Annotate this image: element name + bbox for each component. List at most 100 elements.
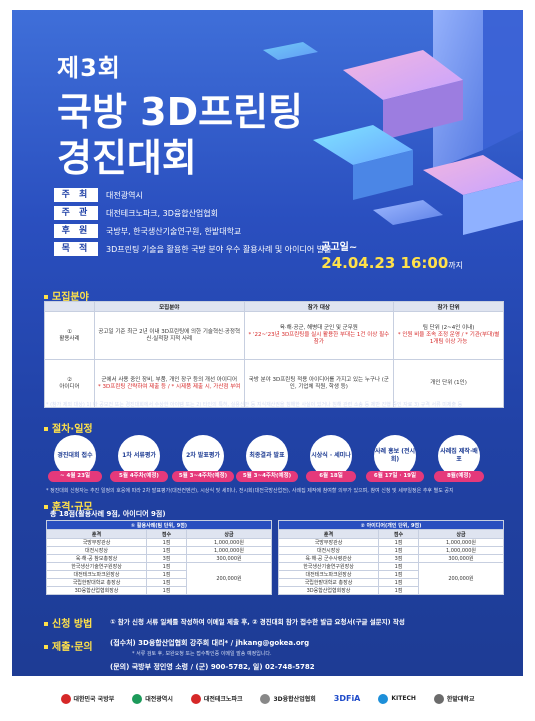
logo-mnd: 대한민국 국방부 (60, 693, 114, 704)
section-label: 제출·문의 (52, 642, 93, 653)
award-amount: 300,000원 (418, 554, 504, 563)
edition-label: 제3회 (57, 54, 121, 82)
award-count: 1점 (146, 570, 187, 579)
step-6-date: 6월 17일 · 19일 (366, 471, 424, 482)
award-count: 1점 (146, 586, 187, 595)
award-name: 대전시장상 (46, 546, 147, 555)
table-row: ② 아이디어 군에서 사용 중인 장비, 부품, 개인 장구 등의 개선 아이디… (44, 359, 504, 408)
award-count: 1점 (146, 538, 187, 547)
section-title-awards: 훈격·규모 (44, 498, 93, 513)
contact-line-3: (문의) 국방부 정인영 소령 / (군) 900-5782, 일) 02-74… (110, 663, 315, 671)
awards-table-title: ① 활용사례(팀 단위, 9점) (46, 520, 272, 530)
table-row: 한국생산기술연구원장상 1점 200,000원 (46, 562, 272, 595)
table-row: 국방부장관상 1점 1,000,000원 (46, 538, 272, 547)
step-6: 사례 홍보 (전시회) (374, 435, 416, 477)
table-header: 참가 대상 (243, 301, 395, 312)
col-header: 점수 (146, 529, 187, 539)
award-count: 1점 (378, 546, 419, 555)
apply-text: ① 참가 신청 서류 일체를 작성하여 이메일 제출 후, ② 경진대회 참가 … (110, 618, 405, 626)
col-header: 훈격 (278, 529, 379, 539)
deadline-label: 공고일~ (321, 242, 358, 253)
row-number: ② (66, 376, 72, 383)
process-note: * 정진대회 신청자는 추진 일정의 호응에 따라 2차 발표평가(대전컨벤션)… (46, 488, 454, 494)
technopark-emblem-icon (190, 693, 201, 704)
row-unit: 개인 단위 (1인) (393, 359, 504, 408)
info-value: 국방부, 한국생산기술연구원, 한밭대학교 (106, 226, 242, 236)
step-4: 최종결과 발표 (246, 435, 288, 477)
table-row: 3D융합산업협회장상 1점 (278, 586, 504, 595)
info-row-purpose: 목 적 3D프린팅 기술을 활용한 국방 분야 우수 활용사례 및 아이디어 발… (54, 241, 354, 257)
table-row: ① 활용사례 공고일 기준 최근 2년 이내 3D프린팅에 의한 기술혁신·공정… (44, 311, 504, 360)
field-note: * 3D프린팅 간략하여 제출 등 / * 시제품 제출 시, 가산점 부여 (98, 383, 241, 390)
deadline-block: 공고일~ 24.04.23 16:00까지 (321, 238, 463, 272)
award-amount: 1,000,000원 (186, 538, 272, 547)
target-note: * '22~'23년 3D프린팅을 실시 활용한 부대는 1건 이상 필수 참가 (248, 332, 390, 345)
award-count: 1점 (146, 546, 187, 555)
unit-text: 팀 단위 (2~4인 이내) (422, 325, 475, 331)
logo-kitech: KITECH (378, 693, 416, 704)
award-name: 국방부장관상 (46, 538, 147, 547)
col-header: 상금 (418, 529, 504, 539)
table-header: 모집분야 (93, 301, 245, 312)
deadline-suffix: 까지 (448, 261, 463, 270)
logo-text: 3D융합산업협회 (273, 696, 316, 703)
organizer-info: 주 최 대전광역시 주 관 대전테크노파크, 3D융합산업협회 후 원 국방부,… (54, 187, 354, 259)
table-row: 육·해·공 군수사령관상 3점 300,000원 (278, 554, 504, 563)
footer-logos: 대한민국 국방부 대전광역시 대전테크노파크 3D융합산업협회 3DFiA KI… (0, 676, 535, 721)
title-line-2: 경진대회 (57, 136, 197, 180)
info-key: 주 관 (54, 206, 98, 220)
award-name: 한국생산기술연구원장상 (278, 562, 379, 571)
recruit-table: 모집분야 참가 대상 참가 단위 ① 활용사례 공고일 기준 최근 2년 이내 … (44, 301, 504, 408)
table-row: 대전시장상 1점 1,000,000원 (46, 546, 272, 555)
award-amount: 200,000원 (186, 562, 272, 595)
bullet-icon (44, 645, 48, 649)
award-name: 국방부장관상 (278, 538, 379, 547)
info-value: 3D프린팅 기술을 활용한 국방 분야 우수 활용사례 및 아이디어 발굴 (106, 244, 332, 254)
row-field: 공고일 기준 최근 2년 이내 3D프린팅에 의한 기술혁신·공정혁신·실적향 … (93, 311, 245, 360)
logo-daejeon: 대전광역시 (132, 693, 173, 704)
table-header: 참가 단위 (393, 301, 504, 312)
logo-text: 한밭대학교 (446, 696, 475, 703)
row-unit: 팀 단위 (2~4인 이내) * 인원 비율 조속 조정 운영 / * 기관(부… (393, 311, 504, 360)
logo-hanbat: 한밭대학교 (433, 693, 475, 704)
award-count: 3점 (146, 554, 187, 563)
table-header-blank (44, 301, 95, 312)
row-field: 군에서 사용 중인 장비, 부품, 개인 장구 등의 개선 아이디어 * 3D프… (93, 359, 245, 408)
process-steps: 경진대회 접수 ~ 4월 23일 1차 서류평가 5월 4주차(예정) 2차 발… (44, 435, 514, 485)
award-name: 대전시장상 (278, 546, 379, 555)
section-title-recruit: 모집분야 (44, 288, 89, 303)
section-label: 신청 방법 (52, 619, 93, 630)
target-text: 육·해·공군, 해병대 군인 및 군무원 (279, 325, 358, 331)
unit-note: * 인원 비율 조속 조정 운영 / * 기관(부대)별 1개팀 이상 가능 (397, 332, 500, 345)
logo-text: 대전광역시 (145, 696, 173, 703)
step-3-date: 5월 3~4주차(예정) (172, 471, 234, 482)
daejeon-emblem-icon (132, 693, 143, 704)
step-5: 시상식 · 세미나 (310, 435, 352, 477)
info-key: 목 적 (54, 242, 98, 256)
awards-table-ideas: ② 아이디어(개인 단위, 9점) 훈격 점수 상금 국방부장관상 1점 1,000… (278, 520, 504, 595)
logo-technopark: 대전테크노파크 (190, 693, 242, 704)
award-count: 1점 (378, 538, 419, 547)
info-value: 대전테크노파크, 3D융합산업협회 (106, 208, 219, 218)
award-amount: 1,000,000원 (418, 538, 504, 547)
col-header: 점수 (378, 529, 419, 539)
table-row: 대전시장상 1점 1,000,000원 (278, 546, 504, 555)
section-label: 모집분야 (52, 292, 89, 303)
step-2: 1차 서류평가 (118, 435, 160, 477)
awards-table-cases: ① 활용사례(팀 단위, 9점) 훈격 점수 상금 국방부장관상 1점 1,000,… (46, 520, 272, 595)
main-title: 국방 3D프린팅 경진대회 (57, 89, 303, 181)
section-title-contact: 제출·문의 (44, 638, 93, 653)
section-title-apply: 신청 방법 (44, 615, 92, 630)
step-4-date: 5월 3~4주차(예정) (236, 471, 298, 482)
step-3: 2차 발표평가 (182, 435, 224, 477)
step-7-date: 8월(예정) (434, 471, 484, 482)
title-block: 제3회 국방 3D프린팅 경진대회 (57, 48, 303, 181)
info-value: 대전광역시 (106, 190, 143, 200)
contact-line-2: * 서류 검토 후, 보완요청 또는 접수확인증 이메일 발송 예정입니다. (132, 651, 272, 657)
row-category: ① 활용사례 (44, 311, 95, 360)
award-name: 육·해·공 참모총장상 (46, 554, 147, 563)
table-row: 한국생산기술연구원장상 1점 200,000원 (278, 562, 504, 595)
info-key: 주 최 (54, 188, 98, 202)
section-title-process: 절차·일정 (44, 420, 93, 435)
award-name: 대전테크노파크원장상 (46, 570, 147, 579)
